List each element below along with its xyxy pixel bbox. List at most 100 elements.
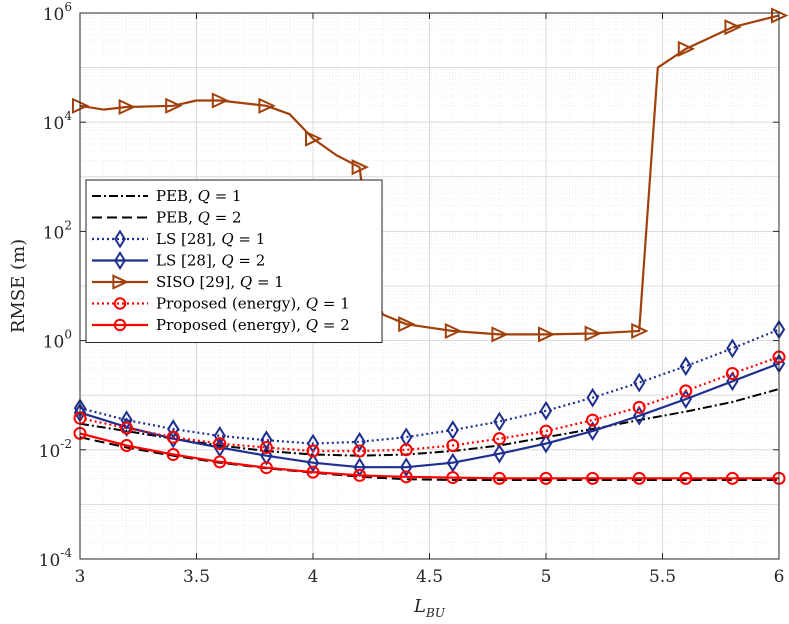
legend-label: SISO [29], Q = 1: [156, 273, 284, 291]
legend-entry: PEB, Q = 1: [92, 187, 242, 205]
data-point: [539, 424, 553, 438]
data-point: [353, 468, 367, 482]
legend-marker: [114, 229, 126, 249]
legend-label-text: Proposed (energy),: [156, 295, 306, 313]
data-point: [353, 444, 367, 458]
data-point: [586, 413, 600, 427]
data-point: [632, 471, 646, 485]
legend-label-eq: = 1: [234, 230, 266, 248]
data-point: [120, 438, 134, 452]
series-1: [79, 436, 779, 481]
data-point: [306, 452, 320, 473]
data-point: [586, 471, 600, 485]
data-point: [539, 433, 553, 454]
x-tick-label: 4.5: [416, 567, 443, 587]
legend-entry: LS [28], Q = 2: [92, 251, 265, 270]
data-point: [491, 326, 509, 343]
legend-label-text: LS [28],: [156, 230, 221, 248]
data-point: [400, 457, 413, 478]
data-point: [353, 431, 366, 452]
legend-marker: [112, 274, 130, 290]
legend-label: LS [28], Q = 1: [156, 230, 265, 248]
data-point: [259, 461, 273, 475]
data-point: [306, 465, 320, 479]
data-point: [120, 421, 134, 435]
legend-label-var: Q: [221, 252, 233, 270]
legend-label: LS [28], Q = 2: [156, 252, 265, 270]
series-6: [73, 426, 786, 485]
data-point: [584, 325, 602, 342]
x-axis-label-subscript: BU: [425, 606, 446, 620]
legend-label: Proposed (energy), Q = 1: [156, 295, 350, 313]
data-point: [633, 405, 646, 426]
series-line: [79, 436, 779, 481]
y-tick-exponent: 2: [64, 218, 72, 232]
data-point: [259, 441, 273, 455]
y-tick-label: 10-2: [39, 437, 72, 462]
x-tick-label: 5: [541, 567, 552, 587]
x-tick-label: 3.5: [183, 567, 210, 587]
legend-label-var: Q: [306, 295, 318, 313]
series-layer: [72, 7, 789, 485]
legend-entry: PEB, Q = 2: [92, 209, 242, 227]
legend-label-eq: = 1: [318, 295, 350, 313]
y-tick-label: 106: [43, 0, 72, 25]
data-point: [258, 97, 276, 114]
y-tick-base: 10: [43, 114, 65, 134]
legend-label-var: Q: [198, 187, 210, 205]
legend-label-text: Proposed (energy),: [156, 316, 306, 334]
series-line: [79, 355, 780, 453]
legend-entry: SISO [29], Q = 1: [92, 273, 284, 291]
data-point: [679, 384, 693, 398]
data-point: [538, 326, 556, 343]
data-point: [213, 437, 227, 451]
y-tick-label: 100: [43, 328, 72, 353]
legend-label-eq: = 1: [252, 273, 284, 291]
y-tick-base: 10: [39, 551, 61, 571]
legend-label-eq: = 1: [210, 187, 242, 205]
data-point: [399, 470, 413, 484]
data-point: [166, 430, 180, 444]
legend-entry: Proposed (energy), Q = 1: [92, 295, 350, 313]
series-line: [79, 432, 779, 480]
y-tick-base: 10: [43, 333, 65, 353]
y-tick-label: 10-4: [39, 546, 73, 571]
data-point: [679, 356, 692, 377]
y-tick-exponent: 0: [64, 328, 72, 342]
series-line: [79, 362, 780, 469]
data-point: [586, 387, 599, 408]
data-point: [211, 92, 230, 109]
data-point: [492, 432, 506, 446]
y-tick-exponent: 4: [64, 109, 72, 123]
data-point: [539, 400, 553, 421]
y-tick-base: 10: [43, 5, 65, 25]
data-point: [724, 19, 742, 36]
data-point: [633, 372, 646, 393]
legend-label: Proposed (energy), Q = 2: [156, 316, 350, 334]
data-point: [632, 400, 646, 414]
x-tick-label: 3: [75, 567, 86, 587]
data-point: [446, 438, 460, 452]
data-point: [586, 421, 599, 441]
legend-label-eq: = 2: [210, 209, 242, 227]
x-axis-label-main: L: [413, 596, 426, 617]
legend-label: PEB, Q = 2: [156, 209, 242, 227]
legend-label: PEB, Q = 1: [156, 187, 242, 205]
data-point: [213, 455, 227, 469]
legend-label-var: Q: [198, 209, 210, 227]
legend-marker: [113, 297, 127, 310]
data-point: [492, 471, 506, 485]
legend-label-var: Q: [240, 273, 252, 291]
data-point: [679, 471, 693, 485]
data-point: [213, 425, 226, 446]
data-point: [398, 316, 416, 333]
data-point: [118, 98, 136, 116]
data-point: [165, 97, 183, 114]
data-point: [631, 322, 649, 340]
legend-label-text: LS [28],: [156, 252, 221, 270]
x-tick-label: 5.5: [649, 567, 676, 587]
data-point: [493, 411, 506, 432]
series-2: [73, 319, 786, 454]
